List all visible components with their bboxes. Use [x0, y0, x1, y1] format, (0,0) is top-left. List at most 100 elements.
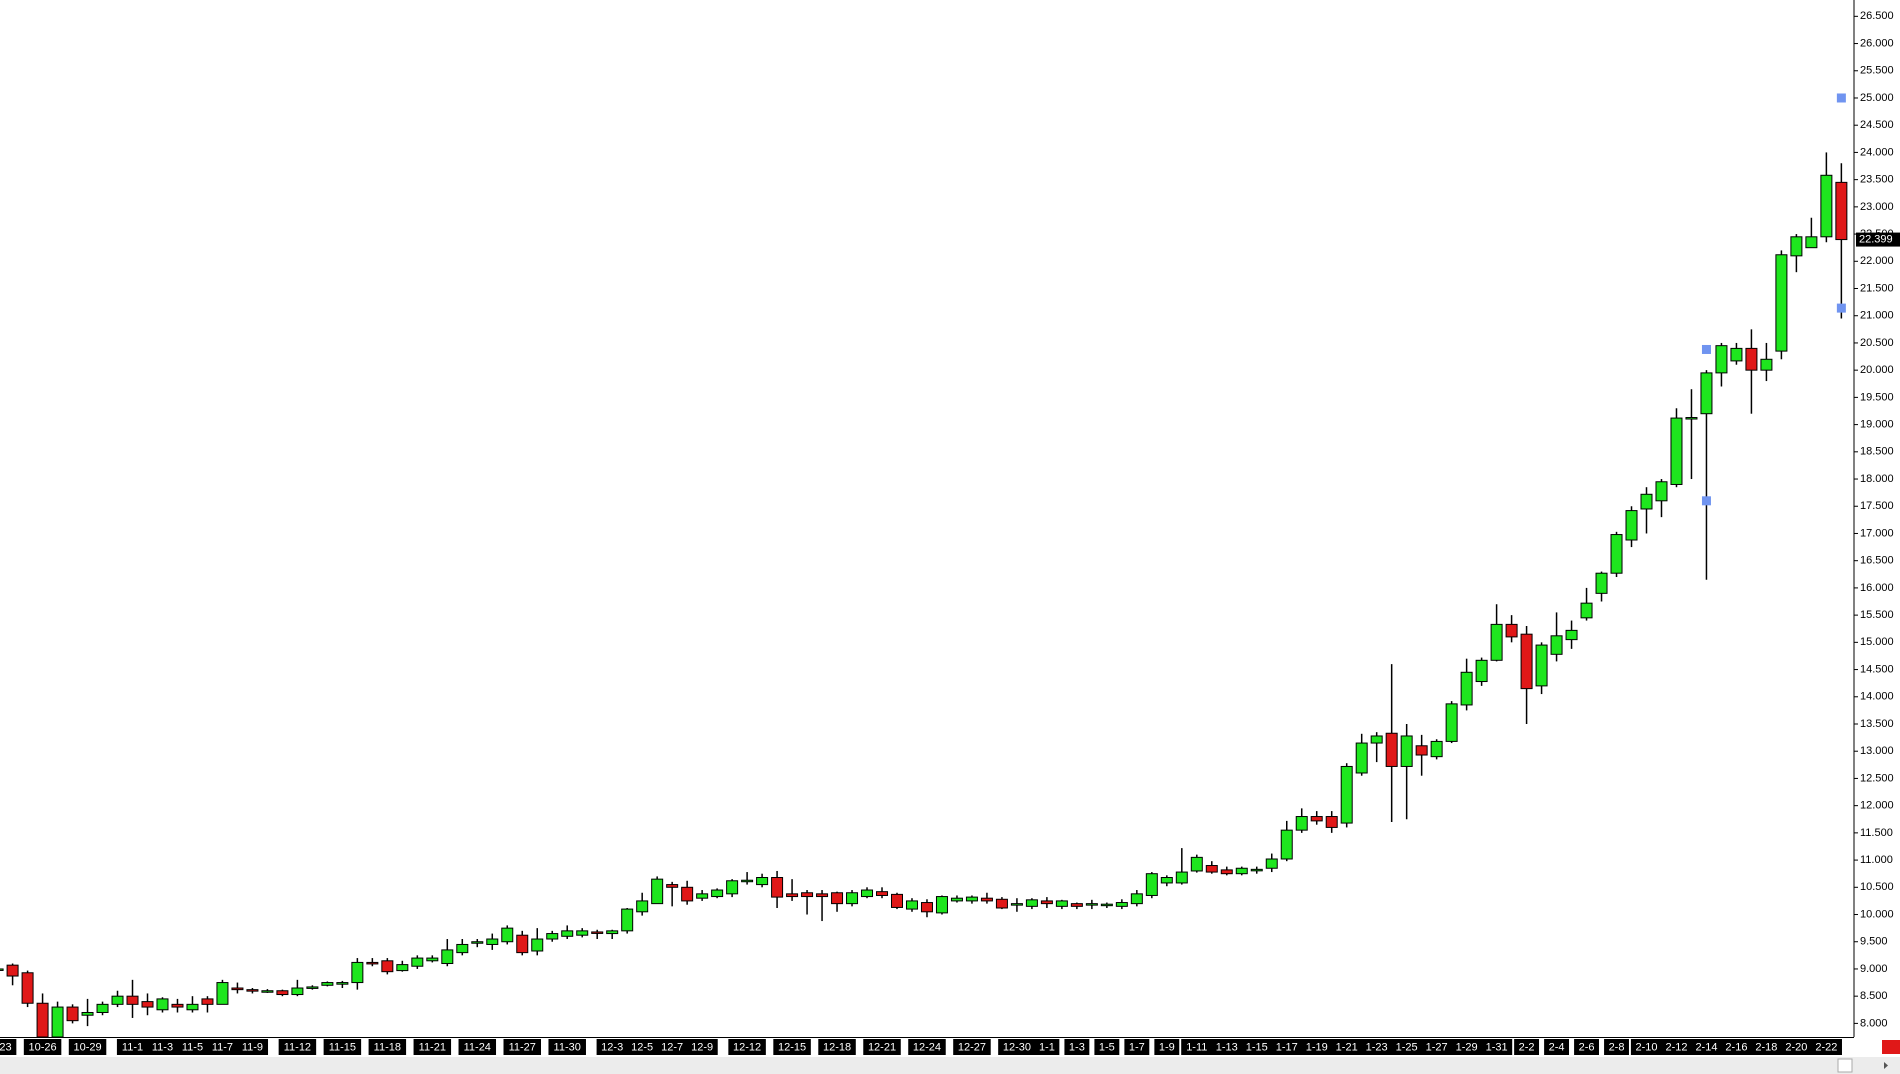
candle-body [156, 998, 169, 1011]
scroll-arrow[interactable] [1884, 1062, 1888, 1069]
x-tick-box [1421, 1039, 1453, 1055]
x-tick-box [548, 1039, 586, 1055]
x-tick-box [863, 1039, 901, 1055]
candle-body [126, 995, 139, 1005]
candle-body [1010, 903, 1023, 906]
candle-body [1040, 900, 1053, 905]
x-tick-box [0, 1039, 17, 1055]
candle-body [1475, 659, 1488, 683]
y-tick-label: 17.500 [1860, 500, 1894, 512]
candle-body [351, 961, 364, 984]
candle-body [1310, 816, 1323, 822]
y-tick-label: 26.000 [1860, 37, 1894, 49]
x-tick-label: 1-23 [1366, 1041, 1388, 1053]
candle-body [1430, 740, 1443, 758]
candle-body [471, 941, 484, 944]
x-tick-box [626, 1039, 658, 1055]
candle-body [1685, 417, 1698, 420]
scrollbar[interactable] [0, 1057, 1900, 1074]
candle-body [1295, 816, 1308, 831]
candle-body [696, 893, 709, 899]
candle-body [186, 1003, 199, 1011]
x-tick-label: 11-1 [122, 1041, 143, 1053]
x-tick-box [176, 1039, 209, 1055]
candle-body [1415, 745, 1428, 756]
candle-body [741, 879, 754, 883]
candle-body [411, 957, 424, 967]
candle-body [141, 1001, 154, 1008]
candle-body [396, 964, 409, 972]
y-tick-label: 18.500 [1860, 446, 1894, 458]
x-tick-label: 12-27 [958, 1041, 986, 1053]
x-tick-box [908, 1039, 946, 1055]
candle-body [1205, 865, 1218, 873]
candle-body [1505, 623, 1518, 638]
candle-body [846, 892, 859, 905]
last-price-box [1856, 232, 1900, 247]
x-tick-label: 1-15 [1246, 1041, 1268, 1053]
candle-body [1520, 633, 1533, 690]
y-tick-label: 13.500 [1860, 718, 1894, 730]
x-tick-label: 1-13 [1216, 1041, 1238, 1053]
candle-body [81, 1012, 94, 1016]
y-tick-label: 14.500 [1860, 663, 1894, 675]
x-tick-box [323, 1039, 362, 1055]
x-tick-box [116, 1039, 149, 1055]
x-tick-box [1514, 1039, 1540, 1055]
y-tick-label: 25.500 [1860, 65, 1894, 77]
y-tick-label: 9.500 [1860, 936, 1888, 948]
scrollbar-thumb[interactable] [1837, 1058, 1853, 1073]
x-tick-box [1391, 1039, 1423, 1055]
x-tick-label: 1-5 [1099, 1041, 1115, 1053]
x-tick-label: 12-7 [661, 1041, 683, 1053]
x-tick-box [728, 1039, 766, 1055]
x-tick-label: 12-18 [823, 1041, 851, 1053]
x-tick-box [1660, 1039, 1693, 1055]
x-tick-box [503, 1039, 541, 1055]
x-tick-label: 2-12 [1665, 1041, 1687, 1053]
candle-body [381, 960, 394, 973]
y-tick-label: 12.500 [1860, 772, 1894, 784]
x-tick-label: 10-26 [28, 1041, 56, 1053]
candle-body [1070, 903, 1083, 907]
candle-body [591, 931, 604, 934]
x-tick-box [1630, 1039, 1663, 1055]
x-tick-label: 1-21 [1336, 1041, 1358, 1053]
y-tick-label: 17.000 [1860, 527, 1894, 539]
y-tick-label: 11.500 [1860, 827, 1893, 839]
candle-body [920, 902, 933, 913]
x-tick-label: 11-15 [329, 1041, 356, 1053]
candle-body [1160, 877, 1173, 884]
x-tick-box [236, 1039, 269, 1055]
x-tick-box [1181, 1039, 1213, 1055]
x-tick-label: 11-9 [242, 1041, 263, 1053]
candle-body [1670, 417, 1683, 485]
x-tick-label: 1-1 [1039, 1041, 1055, 1053]
candle-body [531, 938, 544, 952]
x-tick-box [413, 1039, 452, 1055]
candle-body [1025, 899, 1038, 907]
y-tick-label: 15.000 [1860, 636, 1894, 648]
x-tick-box [686, 1039, 718, 1055]
candle-body [1745, 347, 1758, 371]
x-tick-label: 1-27 [1426, 1041, 1448, 1053]
x-tick-label: 1-31 [1486, 1041, 1508, 1053]
x-tick-box [1331, 1039, 1363, 1055]
x-tick-label: 12-24 [913, 1041, 941, 1053]
x-tick-box [1810, 1039, 1842, 1055]
y-tick-label: 20.000 [1860, 364, 1894, 376]
x-tick-box [1064, 1039, 1090, 1055]
x-tick-box [1604, 1039, 1629, 1055]
x-tick-label: 11-21 [419, 1041, 446, 1053]
candle-body [1820, 174, 1833, 238]
signal-marker [1836, 303, 1846, 313]
y-tick-label: 23.500 [1860, 174, 1894, 186]
y-tick-label: 21.500 [1860, 282, 1894, 294]
x-tick-box [1211, 1039, 1243, 1055]
candle-body [231, 987, 244, 991]
candle-body [201, 998, 214, 1005]
candle-body [276, 990, 289, 996]
candle-body [771, 877, 784, 898]
candle-body [36, 1002, 49, 1037]
candle-body [801, 892, 814, 898]
